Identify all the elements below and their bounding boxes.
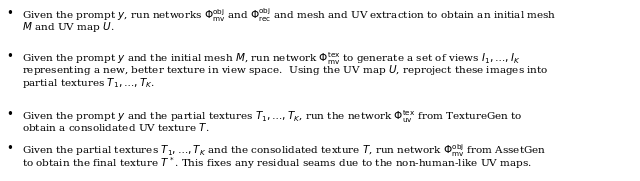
Text: to obtain the final texture $T^*$. This fixes any residual seams due to the non-: to obtain the final texture $T^*$. This …	[22, 155, 532, 171]
Text: Given the prompt $y$ and the partial textures $T_1,\ldots,T_K$, run the network : Given the prompt $y$ and the partial tex…	[22, 108, 523, 125]
Text: •: •	[6, 108, 13, 121]
Text: partial textures $T_1,\ldots,T_K$.: partial textures $T_1,\ldots,T_K$.	[22, 76, 155, 90]
Text: •: •	[6, 7, 13, 20]
Text: Given the partial textures $T_1,\ldots,T_K$ and the consolidated texture $T$, ru: Given the partial textures $T_1,\ldots,T…	[22, 142, 546, 159]
Text: representing a new, better texture in view space.  Using the UV map $U$, reproje: representing a new, better texture in vi…	[22, 63, 548, 77]
Text: •: •	[6, 50, 13, 63]
Text: $M$ and UV map $U$.: $M$ and UV map $U$.	[22, 20, 115, 34]
Text: Given the prompt $y$ and the initial mesh $M$, run network $\Phi^{\mathrm{tex}}_: Given the prompt $y$ and the initial mes…	[22, 50, 520, 67]
Text: Given the prompt $y$, run networks $\Phi^{\mathrm{obj}}_{\mathrm{mv}}$ and $\Phi: Given the prompt $y$, run networks $\Phi…	[22, 7, 556, 24]
Text: •: •	[6, 142, 13, 155]
Text: obtain a consolidated UV texture $T$.: obtain a consolidated UV texture $T$.	[22, 121, 210, 133]
